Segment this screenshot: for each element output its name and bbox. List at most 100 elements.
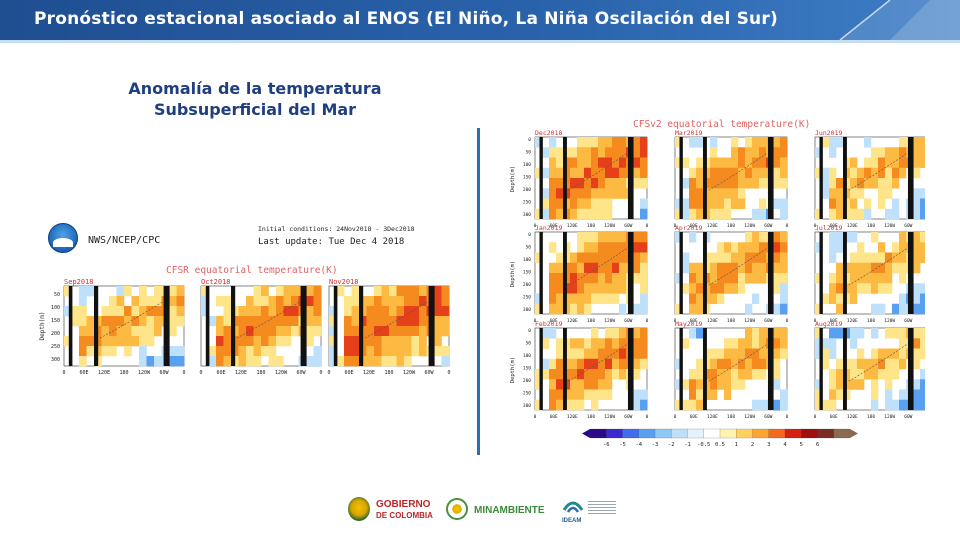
anomaly-cell [549,293,557,305]
anomaly-cell [434,296,442,307]
x-tick-label: 60E [690,414,698,420]
anomaly-cell [920,198,925,210]
anomaly-cell [584,208,592,220]
anomaly-cell [675,137,683,148]
anomaly-cell [591,208,599,220]
anomaly-cell [131,306,140,317]
anomaly-cell [829,242,837,253]
x-tick-label: 60W [296,370,306,376]
anomaly-cell [780,328,788,339]
anomaly-cell [570,348,578,360]
anomaly-cell [584,389,592,401]
anomaly-cell [253,346,262,357]
anomaly-cell [759,348,767,360]
anomaly-cell [154,296,162,307]
anomaly-cell [640,167,648,179]
colorbar-segment [801,428,818,439]
colorbar-segment [719,428,737,439]
anomaly-cell [836,389,844,401]
anomaly-cell [381,336,390,347]
anomaly-cell [223,356,232,367]
anomaly-cell [878,188,886,199]
anomaly-cell [822,178,830,189]
anomaly-cell [815,328,823,339]
anomaly-cell [404,326,412,337]
anomaly-cell [584,358,592,370]
anomaly-cell [598,188,606,199]
anomaly-cell [892,198,900,210]
anomaly-cell [682,252,690,264]
x-tick-label: 0 [786,414,789,420]
anomaly-cell [598,369,606,380]
anomaly-cell [738,369,746,380]
x-tick-label: 180 [587,318,595,324]
anomaly-cell [612,358,620,370]
anomaly-cell [419,336,427,347]
x-tick-label: 0 [786,223,789,229]
anomaly-cell [389,306,397,317]
thermocline-line [568,248,628,286]
anomaly-cell [556,358,564,370]
anomaly-cell [871,167,879,179]
thermocline-line [848,153,908,191]
anomaly-cell [577,252,585,264]
anomaly-cell [780,137,788,148]
anomaly-cell [752,369,760,380]
anomaly-cell [675,208,683,220]
anomaly-cell [549,242,557,253]
map-label: Apr2019 [675,224,702,232]
y-tick-label: 0 [528,232,531,238]
anomaly-cell [246,306,254,317]
anomaly-cell [892,157,900,169]
x-tick-label: 0 [534,318,537,324]
anomaly-cell [864,198,872,210]
anomaly-cell [101,316,110,327]
anomaly-cell [822,399,830,411]
anomaly-cell [584,369,592,380]
anomaly-cell [154,306,162,317]
anomaly-cell [154,356,162,367]
anomaly-cell [878,147,886,158]
anomaly-cell [640,358,648,370]
anomaly-cell [878,178,886,189]
anomaly-cell [773,399,781,411]
colorbar-segment [703,428,721,439]
y-axis-label: Depth(m) [510,357,516,384]
x-tick-label: 0 [646,414,649,420]
anomaly-cell [577,348,585,360]
ideam-caption [588,501,616,515]
x-tick-label: 0 [182,370,185,376]
anomaly-cell [605,157,613,169]
land-americas [627,137,634,219]
anomaly-cell [351,326,360,337]
anomaly-cell [878,262,886,274]
y-tick-label: 0 [528,137,531,143]
anomaly-cell [920,399,925,411]
anomaly-cell [773,178,781,189]
anomaly-cell [724,167,732,179]
anomaly-cell [640,283,648,294]
header-bar: Pronóstico estacional asociado al ENOS (… [0,0,960,40]
anomaly-cell [773,303,781,315]
anomaly-cell [738,198,746,210]
x-tick-label: 60W [904,414,912,420]
anomaly-cell [253,286,262,297]
anomaly-cell [864,358,872,370]
anomaly-cell [717,379,725,390]
anomaly-cell [675,303,683,315]
y-tick-label: 300 [523,403,531,409]
cfsv2-map [814,231,925,315]
anomaly-cell [556,283,564,294]
anomaly-cell [899,147,907,158]
anomaly-cell [619,147,627,158]
anomaly-cell [556,338,564,349]
x-tick-label: 0 [786,318,789,324]
y-tick-label: 200 [523,187,531,193]
land-americas [767,232,774,314]
anomaly-cell [899,232,907,243]
anomaly-cell [675,399,683,411]
anomaly-cell [344,326,352,337]
anomaly-cell [64,336,72,347]
subtitle-line-1: Anomalía de la temperatura [128,79,382,98]
anomaly-cell [633,399,641,411]
